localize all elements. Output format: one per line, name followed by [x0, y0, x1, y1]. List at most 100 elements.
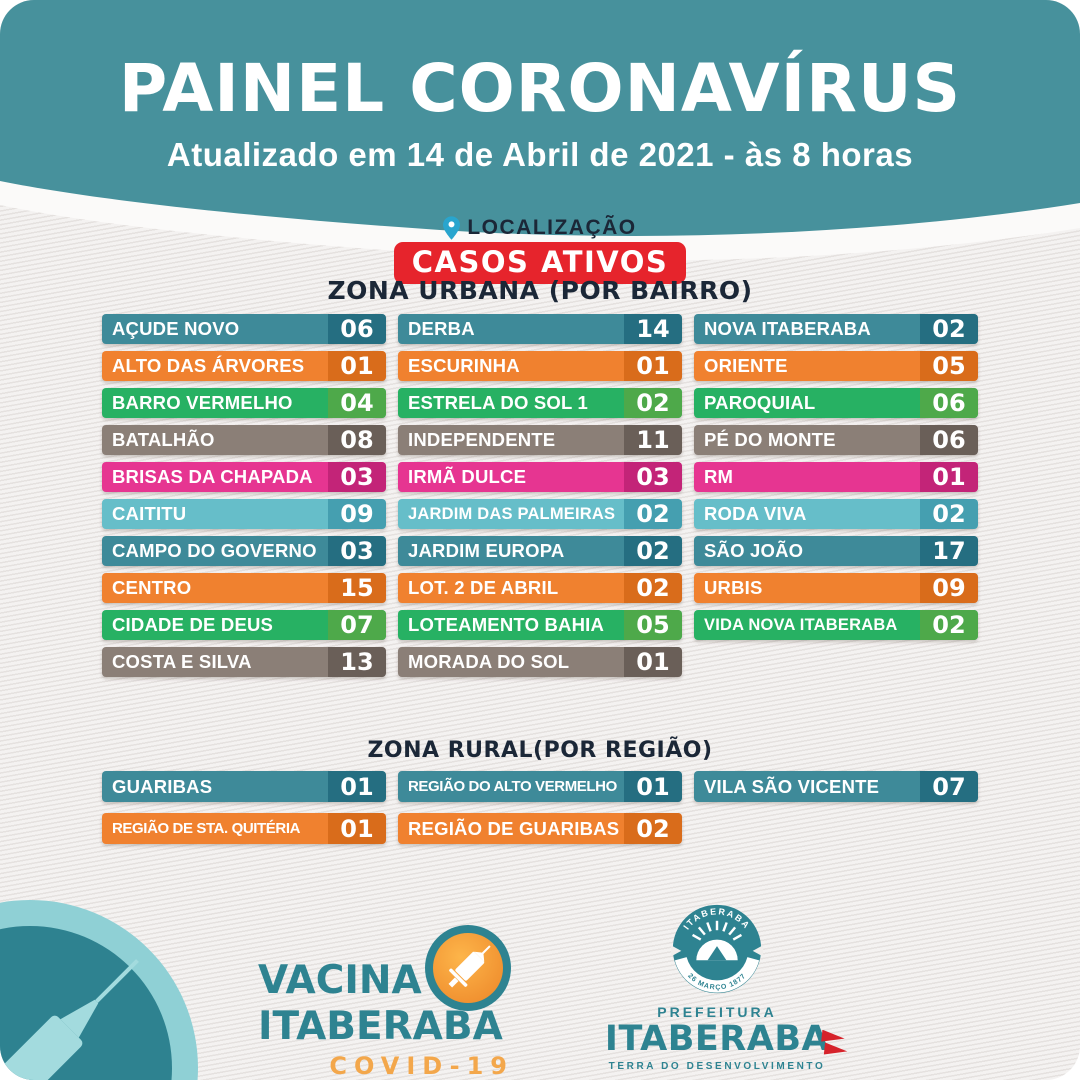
- case-bar: ALTO DAS ÁRVORES 01: [102, 351, 386, 381]
- case-bar: RODA VIVA 02: [694, 499, 978, 529]
- case-bar-value: 17: [920, 536, 978, 566]
- case-bar-label: CAMPO DO GOVERNO: [112, 540, 317, 561]
- case-bar: GUARIBAS 01: [102, 771, 386, 802]
- case-bar: REGIÃO DO ALTO VERMELHO 01: [398, 771, 682, 802]
- case-bar-value: 03: [624, 462, 682, 492]
- case-bar-label: AÇUDE NOVO: [112, 318, 240, 339]
- case-bar: IRMÃ DULCE 03: [398, 462, 682, 492]
- rural-cases-grid: GUARIBAS 01 REGIÃO DE STA. QUITÉRIA 01 REGIÃ…: [102, 771, 978, 844]
- page-subtitle: Atualizado em 14 de Abril de 2021 - às 8…: [166, 136, 914, 173]
- case-bar: ESTRELA DO SOL 1 02: [398, 388, 682, 418]
- case-bar: REGIÃO DE GUARIBAS 02: [398, 813, 682, 844]
- case-bar: ESCURINHA 01: [398, 351, 682, 381]
- syringe-icon: [0, 959, 139, 1080]
- case-bar-value: 05: [624, 610, 682, 640]
- case-bar: COSTA E SILVA 13: [102, 647, 386, 677]
- prefeitura-city-name: ITABERABA: [605, 1020, 848, 1058]
- case-bar: INDEPENDENTE 11: [398, 425, 682, 455]
- case-bar-value: 01: [328, 351, 386, 381]
- case-bar-label: SÃO JOÃO: [704, 540, 804, 561]
- case-bar-label: URBIS: [704, 577, 763, 598]
- case-bar: PAROQUIAL 06: [694, 388, 978, 418]
- case-bar-value: 02: [624, 536, 682, 566]
- case-bar-value: 01: [624, 647, 682, 677]
- page-title: PAINEL CORONAVÍRUS: [118, 50, 962, 127]
- case-bar: ORIENTE 05: [694, 351, 978, 381]
- case-bar-value: 03: [328, 536, 386, 566]
- case-bar: VIDA NOVA ITABERABA 02: [694, 610, 978, 640]
- case-bar: PÉ DO MONTE 06: [694, 425, 978, 455]
- case-bar: JARDIM DAS PALMEIRAS 02: [398, 499, 682, 529]
- urban-cases-grid: AÇUDE NOVO 06 ALTO DAS ÁRVORES 01 BARRO VERM…: [102, 314, 978, 677]
- case-bar-value: 07: [920, 771, 978, 802]
- case-bar-label: ESCURINHA: [408, 355, 520, 376]
- case-bar-label: NOVA ITABERABA: [704, 318, 871, 339]
- vaccine-badge-icon: [425, 925, 511, 1011]
- case-bar-label: IRMÃ DULCE: [408, 466, 527, 487]
- case-bar: VILA SÃO VICENTE 07: [694, 771, 978, 802]
- vacina-logo-line1: VACINA: [258, 958, 422, 1003]
- case-bar-value: 04: [328, 388, 386, 418]
- case-bar: DERBA 14: [398, 314, 682, 344]
- prefeitura-tagline: TERRA DO DESENVOLVIMENTO: [608, 1061, 826, 1072]
- case-bar-label: VILA SÃO VICENTE: [704, 775, 880, 797]
- case-bar-value: 02: [624, 388, 682, 418]
- case-bar-label: ESTRELA DO SOL 1: [408, 392, 589, 413]
- case-bar: BARRO VERMELHO 04: [102, 388, 386, 418]
- case-bar: URBIS 09: [694, 573, 978, 603]
- case-bar-value: 01: [624, 771, 682, 802]
- header-wave-background: [0, 0, 1080, 261]
- case-bar-value: 11: [624, 425, 682, 455]
- location-row: LOCALIZAÇÃO: [0, 216, 1080, 240]
- case-bar-value: 02: [920, 499, 978, 529]
- vacina-itaberaba-logo: VACINA ITABERABA COVID-19: [258, 925, 514, 1080]
- case-bar-label: BRISAS DA CHAPADA: [112, 466, 313, 487]
- bar-column: AÇUDE NOVO 06 ALTO DAS ÁRVORES 01 BARRO VERM…: [102, 314, 386, 677]
- city-seal-icon: ITABERABA 26 MARÇO 1877: [670, 904, 764, 994]
- seal-mountain: [707, 946, 727, 961]
- case-bar: SÃO JOÃO 17: [694, 536, 978, 566]
- case-bar-value: 13: [328, 647, 386, 677]
- case-bar-value: 06: [328, 314, 386, 344]
- case-bar-value: 02: [920, 610, 978, 640]
- bar-column: REGIÃO DO ALTO VERMELHO 01 REGIÃO DE GUARI…: [398, 771, 682, 844]
- syringe-circle-graphic: [0, 900, 198, 1080]
- prefeitura-label: PREFEITURA: [657, 1004, 777, 1020]
- case-bar-value: 02: [624, 813, 682, 844]
- case-bar: LOT. 2 DE ABRIL 02: [398, 573, 682, 603]
- case-bar-value: 02: [920, 314, 978, 344]
- case-bar-value: 01: [920, 462, 978, 492]
- case-bar-label: LOT. 2 DE ABRIL: [408, 577, 559, 598]
- bar-column: VILA SÃO VICENTE 07: [694, 771, 978, 844]
- case-bar-value: 08: [328, 425, 386, 455]
- case-bar-label: INDEPENDENTE: [408, 429, 556, 450]
- case-bar-label: COSTA E SILVA: [112, 651, 252, 672]
- case-bar-label: JARDIM DAS PALMEIRAS: [408, 504, 616, 523]
- case-bar-label: REGIÃO DE GUARIBAS: [408, 817, 620, 839]
- bar-column: DERBA 14 ESCURINHA 01 ESTRELA DO SOL 1 02 INDE…: [398, 314, 682, 677]
- case-bar-label: GUARIBAS: [112, 775, 213, 797]
- case-bar-value: 01: [328, 813, 386, 844]
- case-bar: CAITITU 09: [102, 499, 386, 529]
- bar-column: NOVA ITABERABA 02 ORIENTE 05 PAROQUIAL 06 PÉ D…: [694, 314, 978, 677]
- case-bar-label: ALTO DAS ÁRVORES: [112, 355, 305, 376]
- case-bar-value: 03: [328, 462, 386, 492]
- badge-syringe-icon: [448, 945, 491, 988]
- case-bar-value: 02: [624, 499, 682, 529]
- case-bar-value: 15: [328, 573, 386, 603]
- case-bar-label: BARRO VERMELHO: [112, 392, 293, 413]
- case-bar-label: CAITITU: [112, 503, 187, 524]
- rural-zone-heading: ZONA RURAL(POR REGIÃO): [367, 738, 713, 763]
- seal-sun-rays: [691, 920, 743, 941]
- case-bar-label: RM: [704, 466, 734, 487]
- case-bar-label: RODA VIVA: [704, 503, 807, 524]
- bar-column: GUARIBAS 01 REGIÃO DE STA. QUITÉRIA 01: [102, 771, 386, 844]
- location-pin-icon: [443, 216, 461, 240]
- case-bar-label: CIDADE DE DEUS: [112, 614, 274, 635]
- case-bar: NOVA ITABERABA 02: [694, 314, 978, 344]
- case-bar-label: LOTEAMENTO BAHIA: [408, 614, 605, 635]
- vacina-logo-line2: ITABERABA: [258, 1004, 503, 1049]
- vacina-logo-covid19: COVID-19: [329, 1052, 514, 1080]
- case-bar-label: VIDA NOVA ITABERABA: [704, 615, 898, 634]
